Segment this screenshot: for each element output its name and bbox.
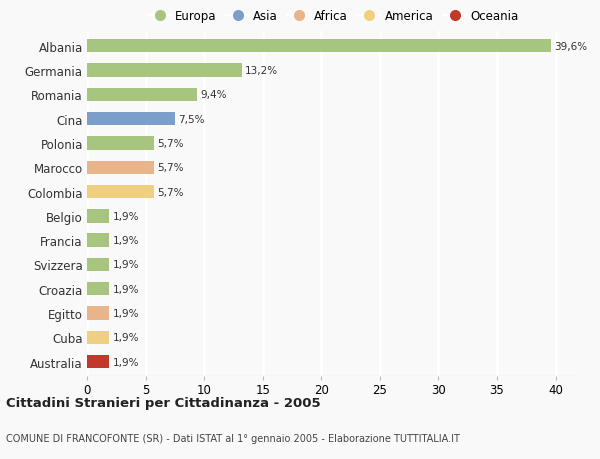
Bar	[87, 113, 175, 126]
Bar	[87, 355, 109, 369]
Text: 5,7%: 5,7%	[157, 139, 184, 149]
Text: 5,7%: 5,7%	[157, 187, 184, 197]
Text: 1,9%: 1,9%	[113, 260, 139, 270]
Text: 5,7%: 5,7%	[157, 163, 184, 173]
Text: 1,9%: 1,9%	[113, 284, 139, 294]
Legend: Europa, Asia, Africa, America, Oceania: Europa, Asia, Africa, America, Oceania	[143, 6, 523, 28]
Text: 1,9%: 1,9%	[113, 357, 139, 367]
Text: 7,5%: 7,5%	[178, 114, 205, 124]
Bar	[87, 64, 242, 78]
Bar	[87, 40, 551, 53]
Bar	[87, 331, 109, 344]
Bar	[87, 137, 154, 150]
Bar	[87, 89, 197, 102]
Text: 1,9%: 1,9%	[113, 212, 139, 221]
Bar	[87, 234, 109, 247]
Bar	[87, 185, 154, 199]
Bar	[87, 282, 109, 296]
Text: 1,9%: 1,9%	[113, 333, 139, 342]
Bar	[87, 161, 154, 174]
Text: 39,6%: 39,6%	[554, 42, 587, 52]
Text: 1,9%: 1,9%	[113, 308, 139, 319]
Text: COMUNE DI FRANCOFONTE (SR) - Dati ISTAT al 1° gennaio 2005 - Elaborazione TUTTIT: COMUNE DI FRANCOFONTE (SR) - Dati ISTAT …	[6, 433, 460, 442]
Bar	[87, 258, 109, 272]
Bar	[87, 307, 109, 320]
Bar	[87, 210, 109, 223]
Text: 1,9%: 1,9%	[113, 235, 139, 246]
Text: 13,2%: 13,2%	[245, 66, 278, 76]
Text: Cittadini Stranieri per Cittadinanza - 2005: Cittadini Stranieri per Cittadinanza - 2…	[6, 396, 320, 409]
Text: 9,4%: 9,4%	[200, 90, 227, 100]
